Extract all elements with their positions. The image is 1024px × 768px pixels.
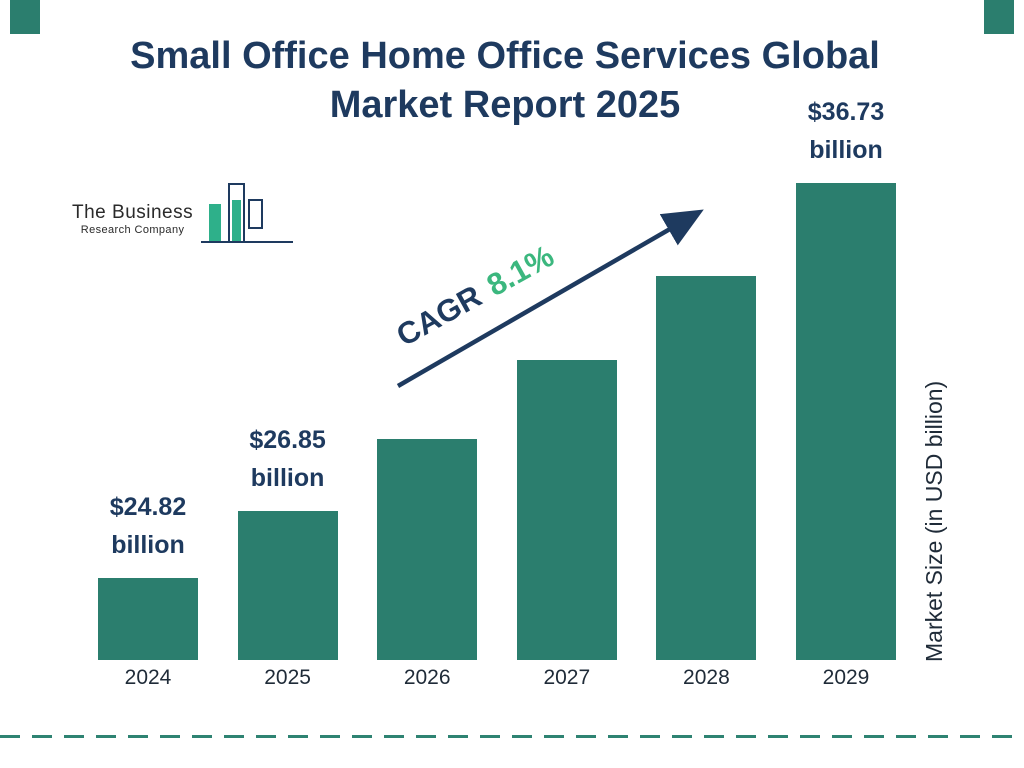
bar-2026 (377, 439, 478, 660)
bar-2028 (656, 276, 757, 660)
bar-chart-logo-icon (201, 183, 294, 243)
company-logo-name: The Business (72, 202, 194, 223)
y-axis-label: Market Size (in USD billion) (921, 380, 947, 662)
company-logo: The Business Research Company (72, 182, 295, 246)
cagr-annotation: CAGR8.1% (391, 238, 561, 354)
x-axis-label-2025: 2025 (264, 666, 311, 689)
x-axis-label-2028: 2028 (683, 666, 730, 689)
bar-2027 (516, 360, 617, 660)
cagr-label: CAGR (390, 278, 488, 354)
bar-2029 (796, 183, 896, 660)
x-axis-label-2029: 2029 (822, 666, 870, 689)
corner-accent-right (984, 0, 1014, 34)
value-label-2024: $24.82 billion (109, 493, 187, 559)
x-axis-label-2027: 2027 (543, 666, 591, 689)
bar-2024 (98, 578, 198, 660)
company-logo-subname: Research Company (80, 224, 185, 236)
company-logo-text: The Business Research Company (72, 202, 193, 236)
value-label-2025: $26.85 billion (249, 426, 326, 492)
cagr-value: 8.1% (480, 238, 560, 304)
bar-2025 (237, 511, 338, 660)
x-axis-label-2024: 2024 (124, 666, 172, 689)
corner-accent-left (10, 0, 40, 34)
bottom-dashed-line (0, 735, 1024, 738)
x-axis-label-2026: 2026 (403, 666, 451, 689)
page-title: Small Office Home Office Services Global… (0, 32, 1010, 131)
page-title-line2: Market Report 2025 (329, 84, 681, 127)
page-title-line1: Small Office Home Office Services Global (130, 35, 880, 77)
